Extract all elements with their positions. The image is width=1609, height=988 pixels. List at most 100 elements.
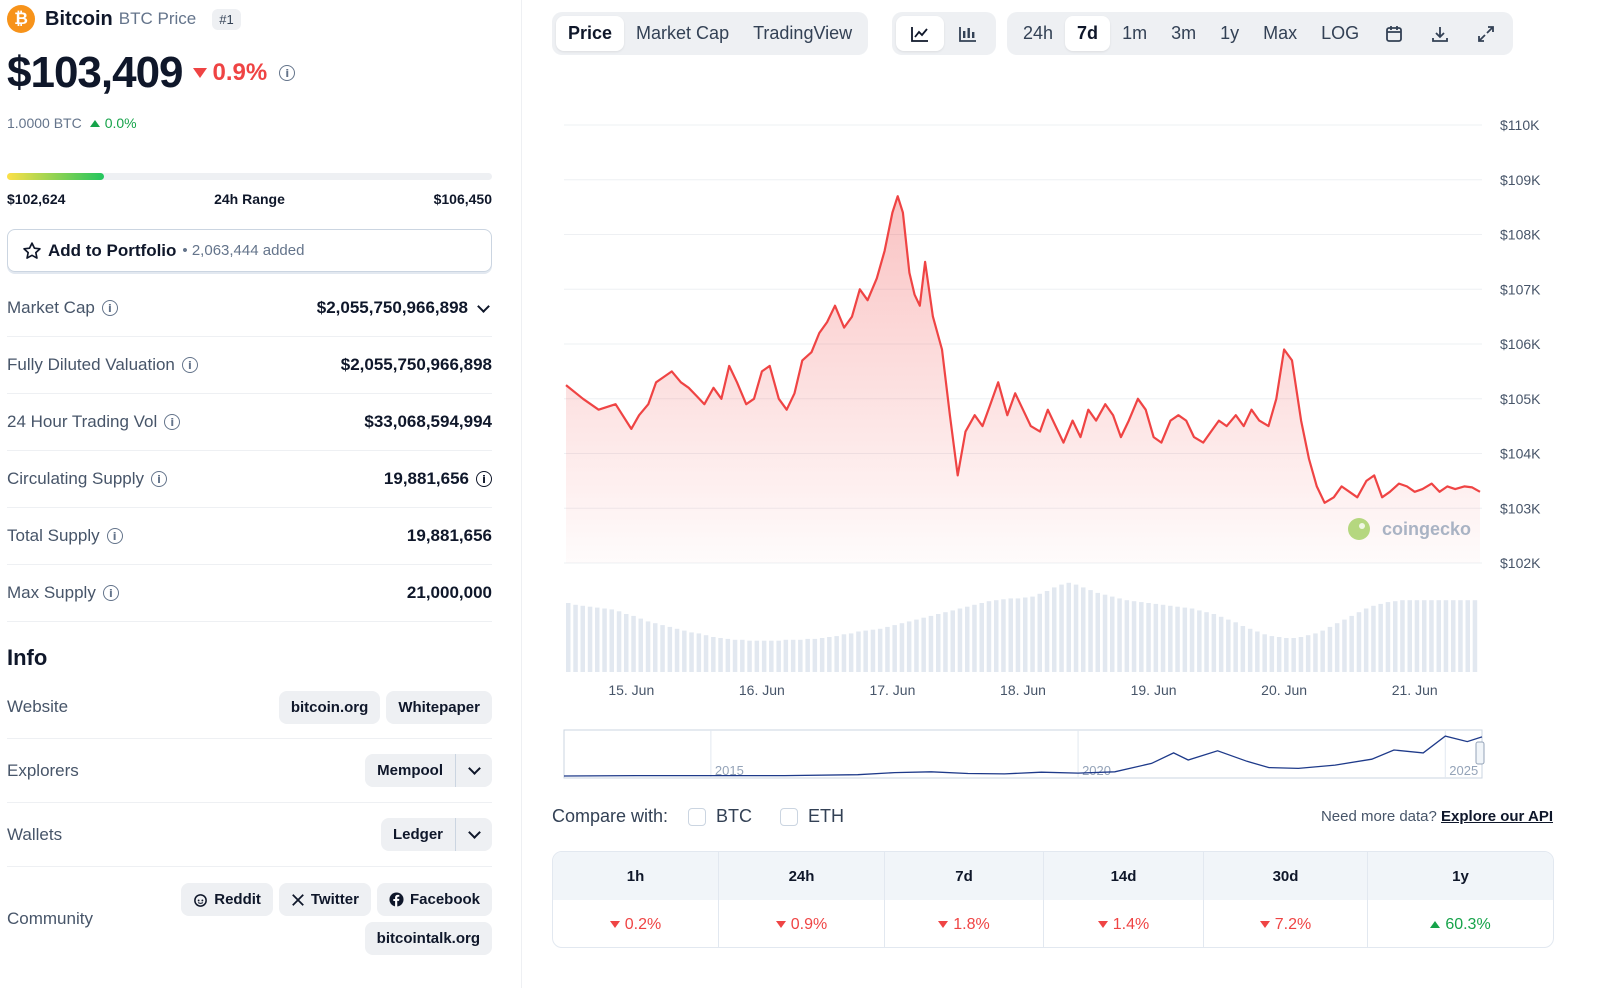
facebook-link[interactable]: Facebook — [376, 883, 492, 916]
volume-bar — [696, 633, 702, 672]
coin-header: ₿ Bitcoin BTC Price #1 — [7, 5, 241, 33]
candlestick-button[interactable] — [944, 16, 992, 51]
eth-option-label: ETH — [808, 806, 845, 826]
x-tick-label: 15. Jun — [608, 682, 654, 698]
btc-checkbox[interactable] — [688, 807, 707, 826]
wallet-link[interactable]: Ledger — [381, 818, 456, 851]
volume-bar — [645, 621, 651, 672]
performance-values-row: 0.2% 0.9% 1.8% 1.4% 7.2% 60.3% — [553, 900, 1553, 947]
volume-bar — [725, 638, 731, 672]
info-icon[interactable]: i — [101, 300, 118, 316]
explorers-dropdown[interactable]: Mempool — [365, 754, 492, 787]
caret-up-icon — [89, 119, 100, 127]
volume-bar — [928, 615, 934, 672]
download-button[interactable] — [1417, 16, 1463, 51]
tab-max[interactable]: Max — [1263, 23, 1298, 43]
tab-log[interactable]: LOG — [1321, 23, 1360, 43]
chart-style-tabs — [892, 12, 996, 55]
volume-bar — [769, 640, 774, 672]
wallets-dropdown[interactable]: Ledger — [380, 818, 492, 851]
btc-change: 0.0% — [89, 115, 137, 131]
x-tick-label: 21. Jun — [1392, 682, 1438, 698]
reddit-link[interactable]: Reddit — [181, 883, 273, 916]
volume-bar — [943, 612, 948, 672]
tab-price[interactable]: Price — [556, 16, 625, 51]
add-to-portfolio-button[interactable]: Add to Portfolio • 2,063,444 added — [7, 229, 492, 272]
price-chart[interactable]: $110K $109K $108K $107K $106K $105K $104K $103K… — [522, 60, 1609, 790]
volume-bar — [906, 621, 912, 672]
caret-down-icon — [775, 921, 786, 928]
chevron-down-icon[interactable] — [477, 299, 490, 313]
volume-bar — [827, 637, 832, 672]
navigator[interactable]: 2015 2020 2025 — [563, 729, 1485, 779]
y-tick-label: $105K — [1500, 391, 1541, 407]
stats-list: Market Cap i $2,055,750,966,898 Fully Dil… — [7, 280, 492, 622]
navigator-tick-label: 2025 — [1449, 763, 1478, 778]
tab-3m[interactable]: 3m — [1171, 23, 1197, 43]
caret-up-icon — [1430, 921, 1441, 928]
volume-bar — [1378, 603, 1383, 672]
info-icon[interactable]: i — [106, 528, 123, 544]
info-icon[interactable]: i — [181, 357, 198, 373]
volume-bar — [1008, 598, 1013, 672]
info-row-website: Website bitcoin.org Whitepaper — [7, 676, 492, 739]
period-header: 7d — [885, 852, 1044, 900]
volume-bar — [1146, 603, 1151, 672]
chart-panel: Price Market Cap TradingView 24h 7d 1m 3… — [522, 0, 1609, 988]
volume-bar — [1160, 604, 1166, 672]
volume-bar — [1327, 626, 1333, 672]
price-chart-svg[interactable]: $110K $109K $108K $107K $106K $105K $104K $103K… — [522, 60, 1609, 790]
bitcoin-logo-icon: ₿ — [7, 5, 35, 33]
caret-down-icon — [192, 68, 207, 78]
chevron-down-icon[interactable] — [456, 754, 492, 787]
volume-bar — [798, 639, 803, 672]
stat-max-supply: Max Supply i 21,000,000 — [7, 565, 492, 622]
info-label: Wallets — [7, 824, 63, 844]
website-link[interactable]: bitcoin.org — [278, 690, 381, 724]
bitcointalk-link[interactable]: bitcointalk.org — [364, 922, 492, 955]
coin-name: Bitcoin — [45, 7, 113, 30]
period-header: 24h — [719, 852, 885, 900]
y-tick-label: $104K — [1500, 446, 1541, 462]
tab-market-cap[interactable]: Market Cap — [636, 23, 730, 43]
volume-bar — [1059, 584, 1064, 672]
expand-button[interactable] — [1463, 16, 1509, 51]
volume-bar — [1414, 600, 1420, 672]
eth-checkbox[interactable] — [780, 807, 799, 826]
volume-bar — [914, 619, 919, 672]
info-icon[interactable]: i — [476, 471, 492, 487]
tab-tradingview[interactable]: TradingView — [753, 23, 853, 43]
info-icon[interactable]: i — [102, 585, 119, 601]
info-icon[interactable]: i — [279, 65, 296, 81]
community-links: Reddit Twitter Facebook bitcointalk.org — [181, 883, 492, 955]
twitter-link[interactable]: Twitter — [278, 883, 371, 916]
volume-bar — [877, 628, 883, 672]
explorer-link[interactable]: Mempool — [365, 754, 456, 787]
coin-subtitle: BTC Price — [118, 9, 197, 28]
line-chart-button[interactable] — [896, 16, 944, 51]
chevron-down-icon[interactable] — [456, 818, 492, 851]
volume-bar — [1168, 605, 1173, 672]
stat-total-supply: Total Supply i 19,881,656 — [7, 508, 492, 565]
x-tick-label: 16. Jun — [739, 682, 785, 698]
navigator-handle[interactable] — [1475, 741, 1485, 765]
perf-cell: 0.2% — [553, 900, 719, 947]
calendar-button[interactable] — [1371, 16, 1417, 51]
info-icon[interactable]: i — [151, 471, 168, 487]
volume-bar — [1182, 607, 1188, 672]
perf-cell: 1.8% — [885, 900, 1044, 947]
perf-value: 0.2% — [624, 915, 662, 933]
tab-1m[interactable]: 1m — [1122, 23, 1148, 43]
tab-7d[interactable]: 7d — [1065, 16, 1111, 51]
whitepaper-link[interactable]: Whitepaper — [386, 690, 492, 724]
tab-24h[interactable]: 24h — [1023, 23, 1054, 43]
explore-api-link[interactable]: Explore our API — [1441, 808, 1553, 825]
tab-1y[interactable]: 1y — [1220, 23, 1240, 43]
volume-bar — [1110, 596, 1115, 672]
info-row-wallets: Wallets Ledger — [7, 803, 492, 867]
period-header: 30d — [1204, 852, 1368, 900]
info-icon[interactable]: i — [164, 414, 181, 430]
volume-bar — [834, 636, 839, 672]
volume-bar — [1088, 590, 1093, 672]
volume-bar — [1262, 634, 1267, 672]
